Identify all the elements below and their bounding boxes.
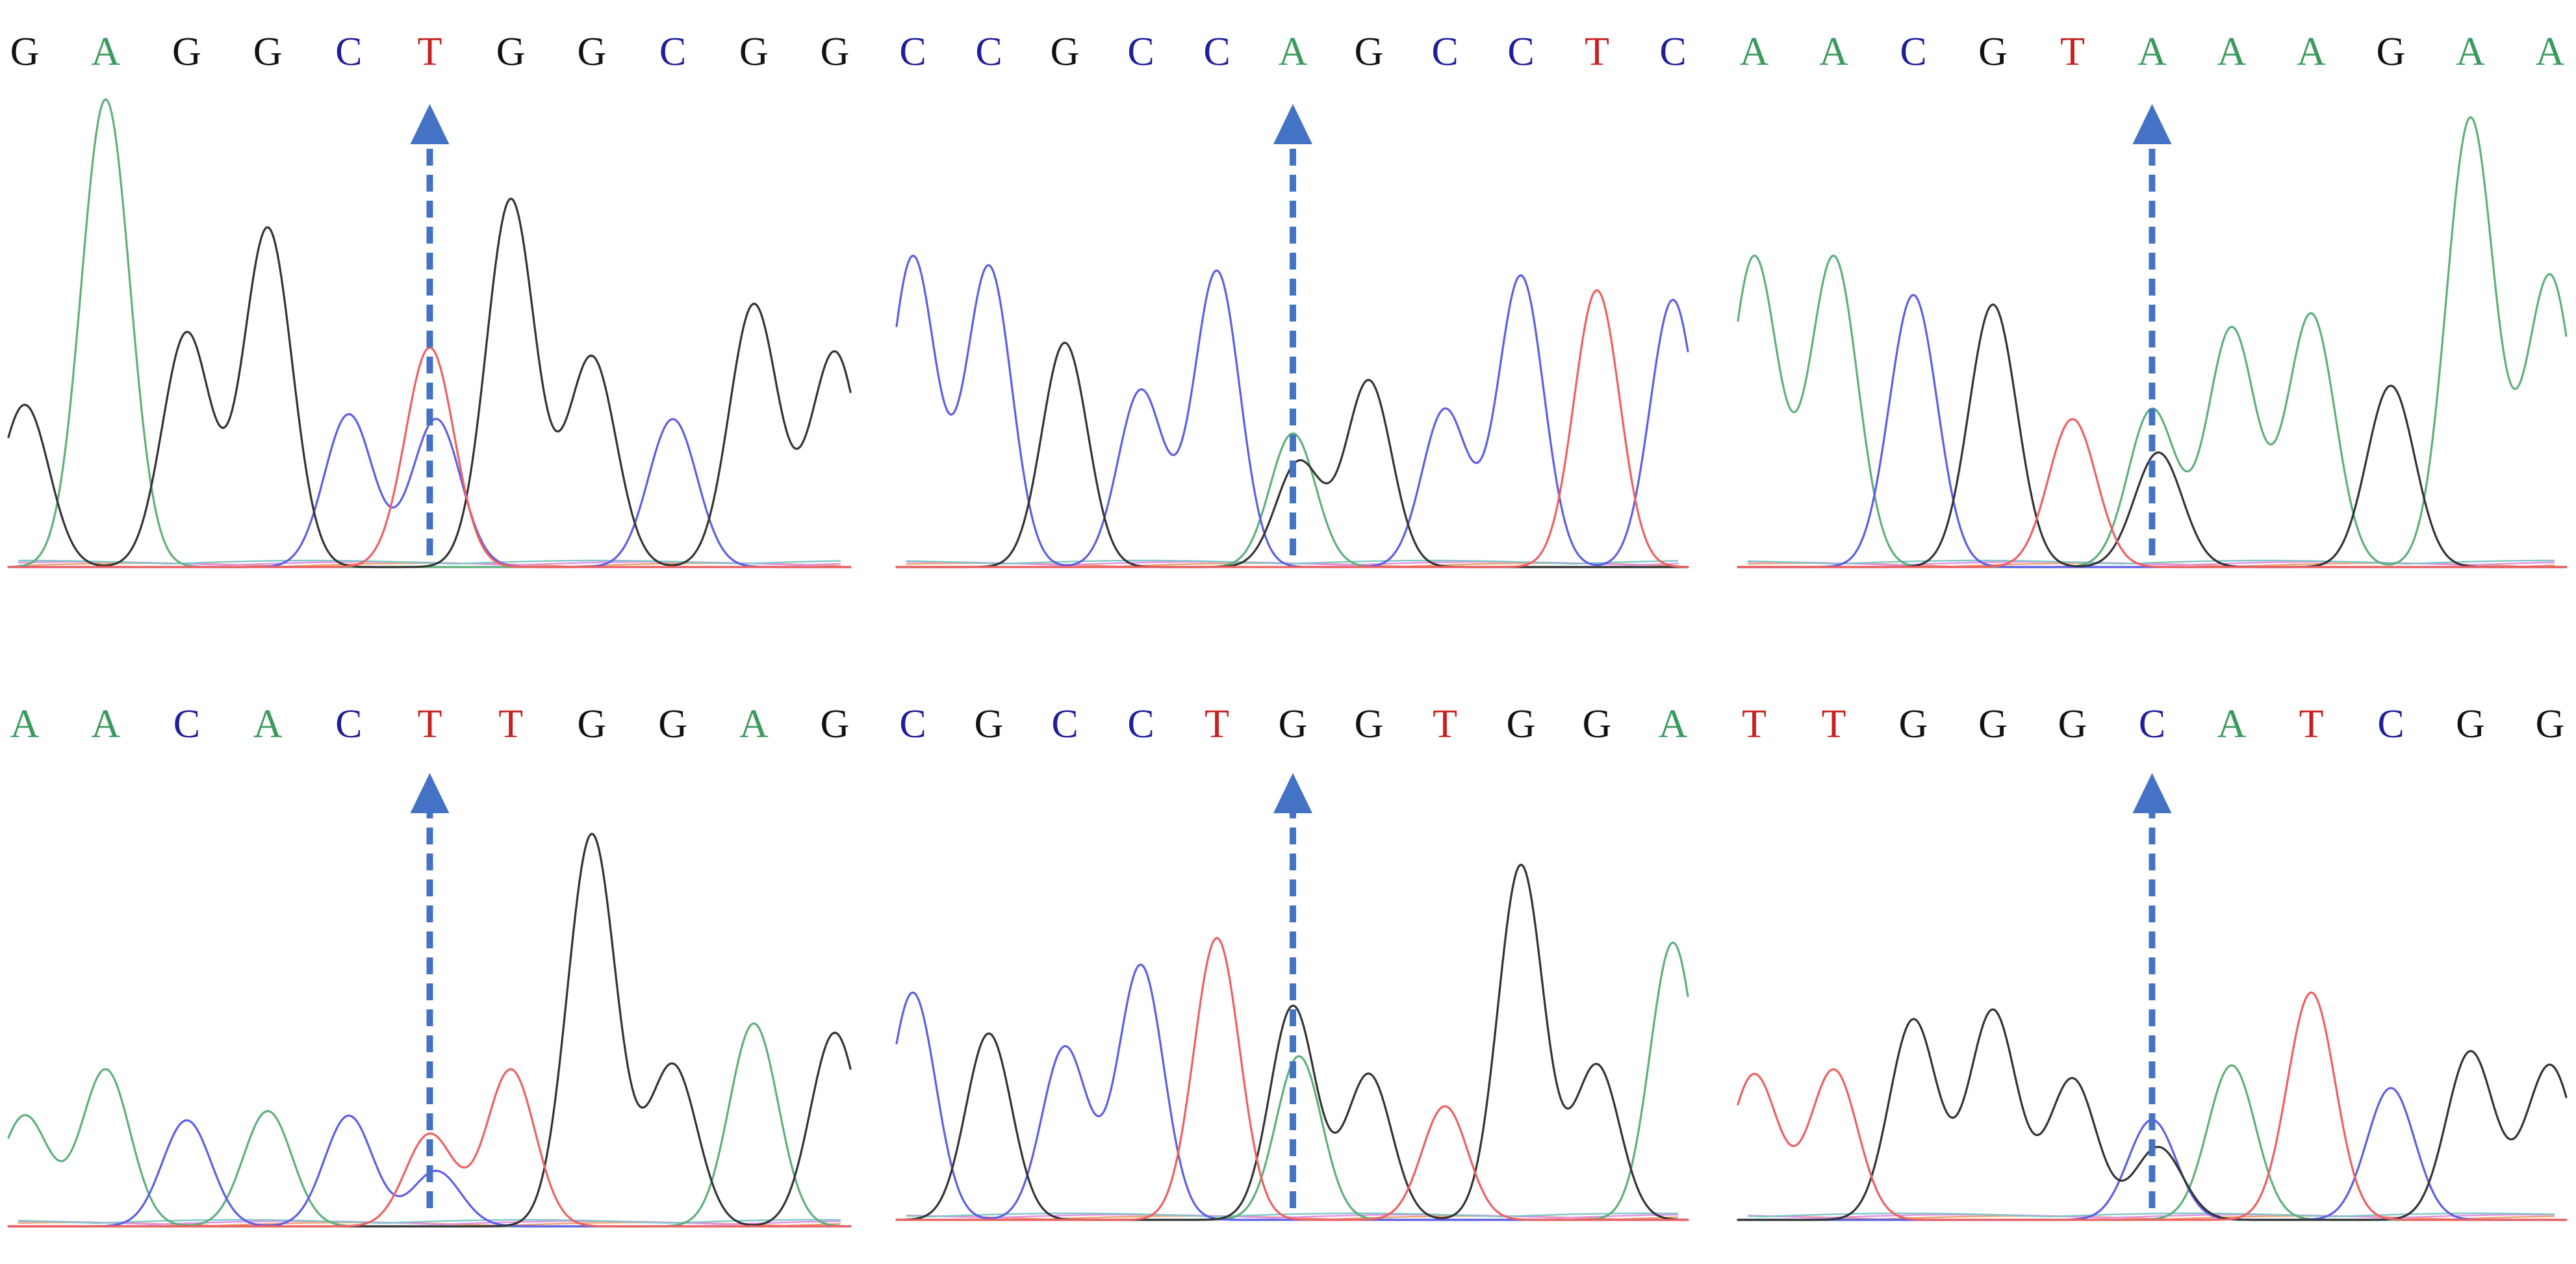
- base-label: G: [578, 702, 607, 746]
- trace-t: [7, 1068, 852, 1228]
- base-label: A: [2536, 30, 2565, 74]
- base-label: A: [91, 30, 120, 74]
- baseline-noise-trace: [18, 1219, 841, 1224]
- base-label: A: [2456, 30, 2485, 74]
- base-label: C: [335, 702, 362, 746]
- base-label: T: [2060, 30, 2085, 74]
- base-label: A: [91, 702, 120, 746]
- base-label: C: [899, 702, 926, 746]
- base-label: G: [1978, 30, 2008, 74]
- base-label: C: [1431, 30, 1458, 74]
- base-label: C: [1900, 30, 1926, 74]
- base-label: C: [899, 30, 926, 74]
- arrow-up-icon: [1273, 104, 1312, 144]
- base-label: G: [975, 702, 1004, 746]
- panels-layer: G A G G C T G G C G G C C G C C A G C C T C A A C G T A A A G A A A A C A C T T…: [7, 30, 2568, 1228]
- arrow-up-icon: [2132, 773, 2172, 813]
- base-label: C: [1659, 30, 1686, 74]
- arrow-up-icon: [410, 773, 450, 813]
- base-label: T: [1742, 702, 1766, 746]
- base-label: C: [2377, 702, 2404, 746]
- base-label: C: [659, 30, 686, 74]
- base-label: G: [172, 30, 201, 74]
- base-label: A: [739, 702, 769, 746]
- baseline-noise-trace: [906, 1212, 1678, 1218]
- base-label: G: [578, 30, 607, 74]
- base-label: A: [1279, 30, 1308, 74]
- base-label: A: [2217, 30, 2247, 74]
- base-label: C: [1127, 702, 1154, 746]
- base-label: G: [1899, 702, 1928, 746]
- base-label: A: [2297, 30, 2326, 74]
- base-label: G: [10, 30, 40, 74]
- base-label: G: [658, 702, 687, 746]
- base-label: T: [418, 702, 442, 746]
- trace-g: [7, 197, 852, 568]
- arrow-up-icon: [410, 104, 450, 144]
- trace-t: [1737, 991, 2568, 1221]
- base-label: T: [498, 702, 523, 746]
- base-label: C: [335, 30, 362, 74]
- base-label: G: [1583, 702, 1612, 746]
- base-label: C: [975, 30, 1002, 74]
- base-label: A: [1740, 30, 1769, 74]
- baseline-noise-trace: [18, 559, 841, 565]
- baseline-noise-trace: [1747, 559, 2555, 565]
- arrow-up-icon: [1273, 773, 1312, 813]
- base-label: C: [1507, 30, 1534, 74]
- trace-g: [895, 863, 1689, 1221]
- baseline-noise-trace: [1747, 1212, 2555, 1218]
- base-label: A: [253, 702, 283, 746]
- base-label: G: [2058, 702, 2087, 746]
- base-label: G: [1355, 30, 1384, 74]
- base-label: T: [1585, 30, 1609, 74]
- base-label: G: [821, 702, 850, 746]
- trace-t: [895, 289, 1689, 568]
- baseline-noise-trace: [1747, 1213, 2555, 1219]
- base-label: G: [2377, 30, 2406, 74]
- trace-t: [1737, 418, 2568, 568]
- base-label: T: [1205, 702, 1229, 746]
- baseline-noise-trace: [906, 559, 1679, 565]
- baseline-noise-trace: [18, 1220, 841, 1226]
- trace-t: [895, 937, 1689, 1221]
- base-label: G: [1355, 702, 1384, 746]
- base-label: C: [1127, 30, 1154, 74]
- base-label: A: [10, 702, 40, 746]
- base-label: C: [1051, 702, 1078, 746]
- baseline-noise-trace: [906, 1213, 1678, 1219]
- base-label: C: [1203, 30, 1230, 74]
- base-label: G: [253, 30, 283, 74]
- arrow-up-icon: [2132, 104, 2172, 144]
- base-label: C: [173, 702, 200, 746]
- base-label: G: [1279, 702, 1308, 746]
- base-label: C: [2139, 702, 2165, 746]
- base-label: G: [739, 30, 769, 74]
- base-label: G: [821, 30, 850, 74]
- base-label: T: [1822, 702, 1846, 746]
- base-label: A: [2137, 30, 2167, 74]
- base-label: G: [2536, 702, 2565, 746]
- base-label: G: [2456, 702, 2485, 746]
- base-label: T: [1433, 702, 1457, 746]
- base-label: A: [2217, 702, 2247, 746]
- base-label: T: [418, 30, 442, 74]
- base-label: A: [1819, 30, 1848, 74]
- base-label: G: [1051, 30, 1080, 74]
- base-label: G: [1507, 702, 1536, 746]
- base-label: A: [1659, 702, 1688, 746]
- base-label: G: [1978, 702, 2008, 746]
- base-label: G: [496, 30, 526, 74]
- base-label: T: [2299, 702, 2324, 746]
